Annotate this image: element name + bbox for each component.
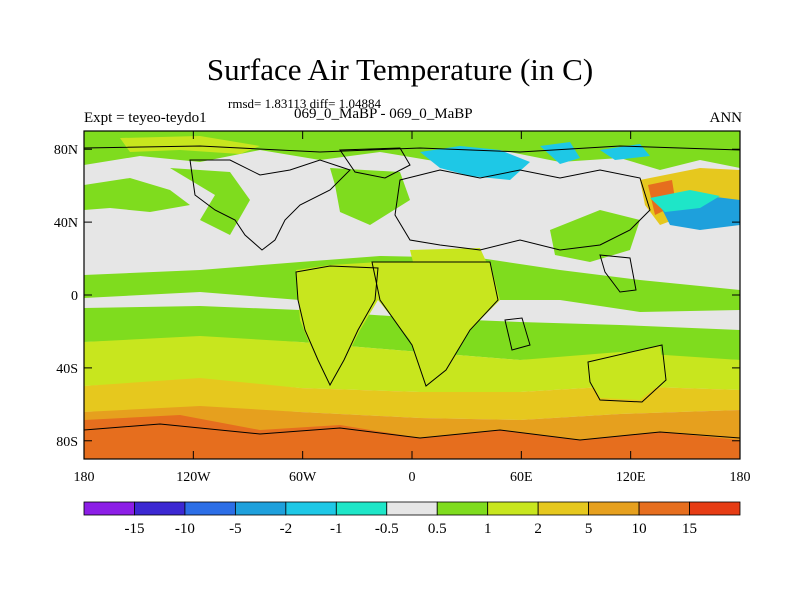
coast-arctic bbox=[83, 145, 741, 153]
colorbar-label: -2 bbox=[280, 521, 293, 537]
south-america-field bbox=[296, 262, 380, 380]
coastlines bbox=[83, 145, 741, 441]
colorbar-label: 2 bbox=[534, 521, 542, 537]
colorbar-swatch bbox=[83, 501, 135, 516]
colorbar-swatch bbox=[638, 501, 690, 516]
temperature-field bbox=[84, 131, 740, 459]
lon-tick-label: 0 bbox=[409, 470, 416, 485]
case-label: 069_0_MaBP - 069_0_MaBP bbox=[294, 106, 473, 122]
colorbar-label: -10 bbox=[175, 521, 195, 537]
arctic-cold-patch bbox=[420, 146, 530, 180]
colorbar-swatch bbox=[134, 501, 186, 516]
pacific-green-east bbox=[550, 210, 640, 262]
colorbar-swatch bbox=[537, 501, 590, 516]
colorbar-swatch bbox=[689, 501, 741, 516]
lat-axis: 80N 40N 0 40S 80S bbox=[54, 143, 740, 450]
coast-madagascar bbox=[504, 317, 531, 351]
colorbar-swatch bbox=[588, 501, 640, 516]
coast-antarctica bbox=[83, 423, 741, 441]
season-label: ANN bbox=[709, 110, 743, 126]
lat-tick-label: 80N bbox=[54, 143, 78, 158]
colorbar-swatch bbox=[335, 501, 388, 516]
arctic-band bbox=[84, 131, 740, 170]
colorbar-swatch bbox=[436, 501, 489, 516]
lon-tick-label: 120E bbox=[616, 470, 646, 485]
australia-field bbox=[590, 345, 665, 400]
coast-australia bbox=[587, 344, 667, 403]
coast-se-asia bbox=[599, 254, 637, 293]
north-atlantic-swirl bbox=[170, 168, 250, 235]
coast-south-america bbox=[295, 265, 379, 387]
colorbar-label: 0.5 bbox=[428, 521, 447, 537]
colorbar-label: 15 bbox=[682, 521, 697, 537]
lon-tick-label: 180 bbox=[74, 470, 95, 485]
experiment-label: Expt = teyeo-teydo1 bbox=[84, 110, 207, 126]
figure-title: Surface Air Temperature (in C) bbox=[206, 52, 594, 87]
southern-band-yellow bbox=[84, 336, 740, 392]
colorbar-swatch bbox=[285, 501, 337, 516]
arctic-cold-patch-3 bbox=[600, 144, 650, 160]
colorbar-swatch bbox=[487, 501, 539, 516]
coast-africa bbox=[371, 261, 499, 387]
arctic-patch-yellow bbox=[120, 136, 260, 154]
nw-pacific-teal bbox=[650, 190, 720, 212]
arctic-cold-patch-2 bbox=[540, 142, 580, 164]
north-pacific-tongue bbox=[84, 178, 190, 212]
colorbar-label: -15 bbox=[124, 521, 144, 537]
coast-north-america bbox=[189, 159, 351, 251]
colorbar-swatch bbox=[386, 501, 438, 516]
lon-tick-label: 60W bbox=[289, 470, 317, 485]
colorbar-label: -0.5 bbox=[375, 521, 399, 537]
lat-tick-label: 80S bbox=[56, 435, 78, 450]
lon-tick-label: 60E bbox=[510, 470, 533, 485]
lat-tick-label: 0 bbox=[71, 289, 78, 304]
colorbar-label: 5 bbox=[585, 521, 593, 537]
africa-field bbox=[370, 262, 500, 385]
lon-tick-label: 180 bbox=[730, 470, 751, 485]
coast-eurasia bbox=[394, 169, 651, 251]
colorbar-label: 1 bbox=[484, 521, 492, 537]
north-atlantic-arm bbox=[330, 168, 410, 225]
colorbar-swatch bbox=[184, 501, 236, 516]
colorbar-label: -1 bbox=[330, 521, 343, 537]
lon-axis: 180 120W 60W 0 60E 120E 180 bbox=[74, 131, 751, 485]
stats-label: rmsd= 1.83113 diff= 1.04884 bbox=[228, 96, 381, 111]
lat-tick-label: 40S bbox=[56, 362, 78, 377]
lon-tick-label: 120W bbox=[176, 470, 211, 485]
coast-greenland bbox=[339, 147, 411, 179]
colorbar-label: 10 bbox=[632, 521, 647, 537]
colorbar-label: -5 bbox=[229, 521, 242, 537]
lat-tick-label: 40N bbox=[54, 216, 78, 231]
colorbar-swatch bbox=[234, 501, 287, 516]
colorbar: -15 -10 -5 -2 -1 -0.5 0.5 1 2 5 10 15 bbox=[83, 501, 741, 537]
